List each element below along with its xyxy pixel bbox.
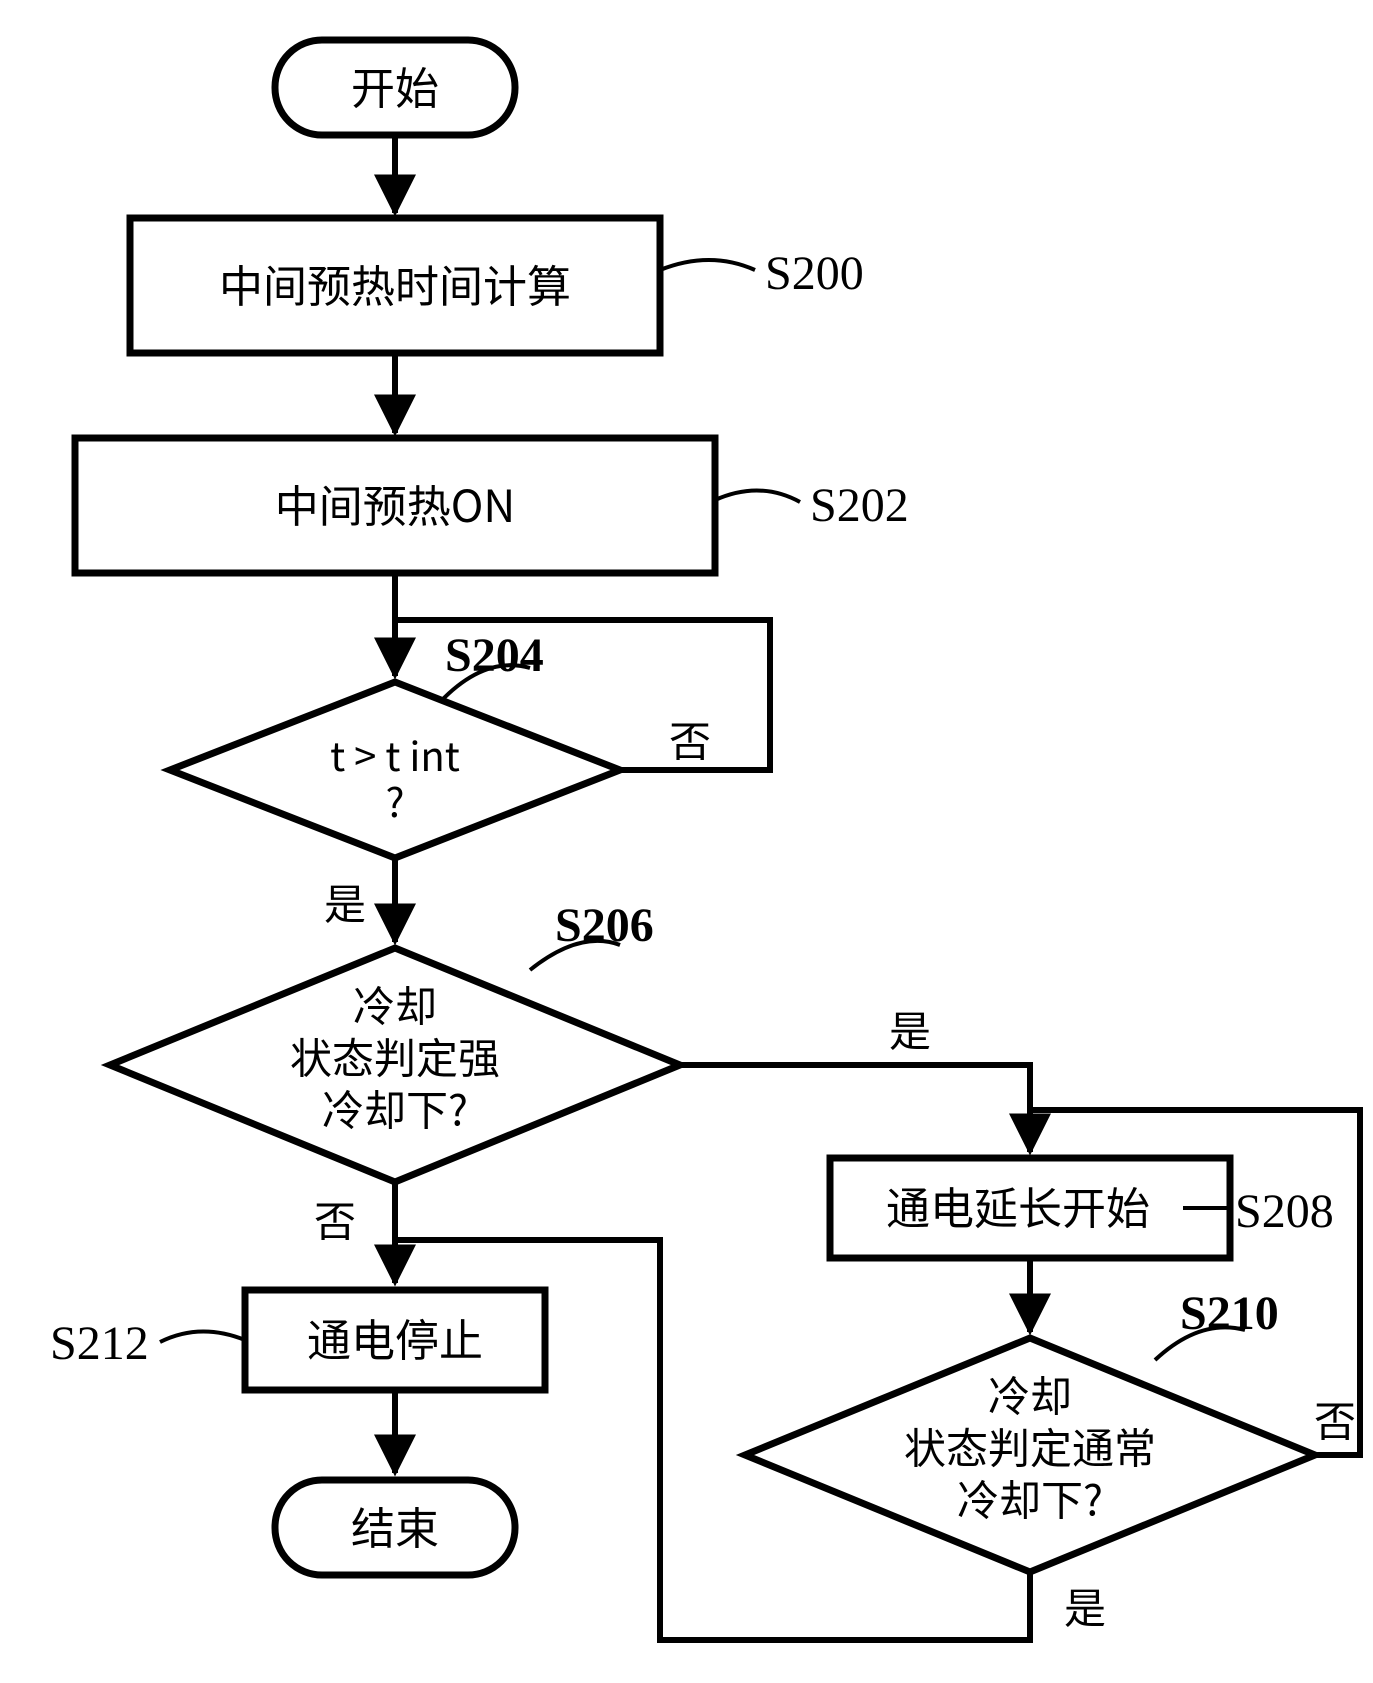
end-terminator: 结束 bbox=[275, 1480, 515, 1575]
s208-box: 通电延长开始 bbox=[830, 1158, 1230, 1258]
s212-connector bbox=[160, 1331, 245, 1342]
s204-line2: ? bbox=[386, 771, 405, 829]
s208-text: 通电延长开始 bbox=[886, 1173, 1150, 1237]
s210-yes-label: 是 bbox=[1064, 1575, 1106, 1636]
s202-box: 中间预热ON bbox=[75, 438, 715, 573]
s202-text: 中间预热ON bbox=[275, 471, 515, 535]
s200-box: 中间预热时间计算 bbox=[130, 218, 660, 353]
s200-connector bbox=[660, 260, 755, 270]
s208-label: S208 bbox=[1235, 1185, 1334, 1238]
s210-no-label: 否 bbox=[1314, 1388, 1356, 1449]
s202-label: S202 bbox=[810, 479, 909, 532]
s206-line3: 冷却下? bbox=[322, 1077, 468, 1138]
start-label: 开始 bbox=[351, 53, 439, 117]
s210-label: S210 bbox=[1180, 1287, 1279, 1340]
s200-label: S200 bbox=[765, 247, 864, 300]
end-label: 结束 bbox=[351, 1493, 439, 1557]
s206-yes-label: 是 bbox=[889, 998, 931, 1059]
s212-text: 通电停止 bbox=[307, 1305, 483, 1369]
s212-box: 通电停止 bbox=[245, 1290, 545, 1390]
s206-label: S206 bbox=[555, 899, 654, 952]
s206-no-label: 否 bbox=[314, 1188, 356, 1249]
s204-label: S204 bbox=[445, 629, 544, 682]
s204-diamond: t > t int ? bbox=[170, 682, 620, 858]
s204-no-label: 否 bbox=[669, 708, 711, 769]
s212-label: S212 bbox=[50, 1317, 149, 1370]
s200-text: 中间预热时间计算 bbox=[219, 251, 571, 315]
s202-connector bbox=[715, 490, 800, 502]
s206-diamond: 冷却 状态判定强 冷却下? bbox=[110, 948, 680, 1182]
s210-line3: 冷却下? bbox=[957, 1467, 1103, 1528]
edge-s206-yes bbox=[680, 1065, 1030, 1152]
start-terminator: 开始 bbox=[275, 40, 515, 135]
s204-yes-label: 是 bbox=[324, 871, 366, 932]
s210-diamond: 冷却 状态判定通常 冷却下? bbox=[745, 1338, 1315, 1572]
